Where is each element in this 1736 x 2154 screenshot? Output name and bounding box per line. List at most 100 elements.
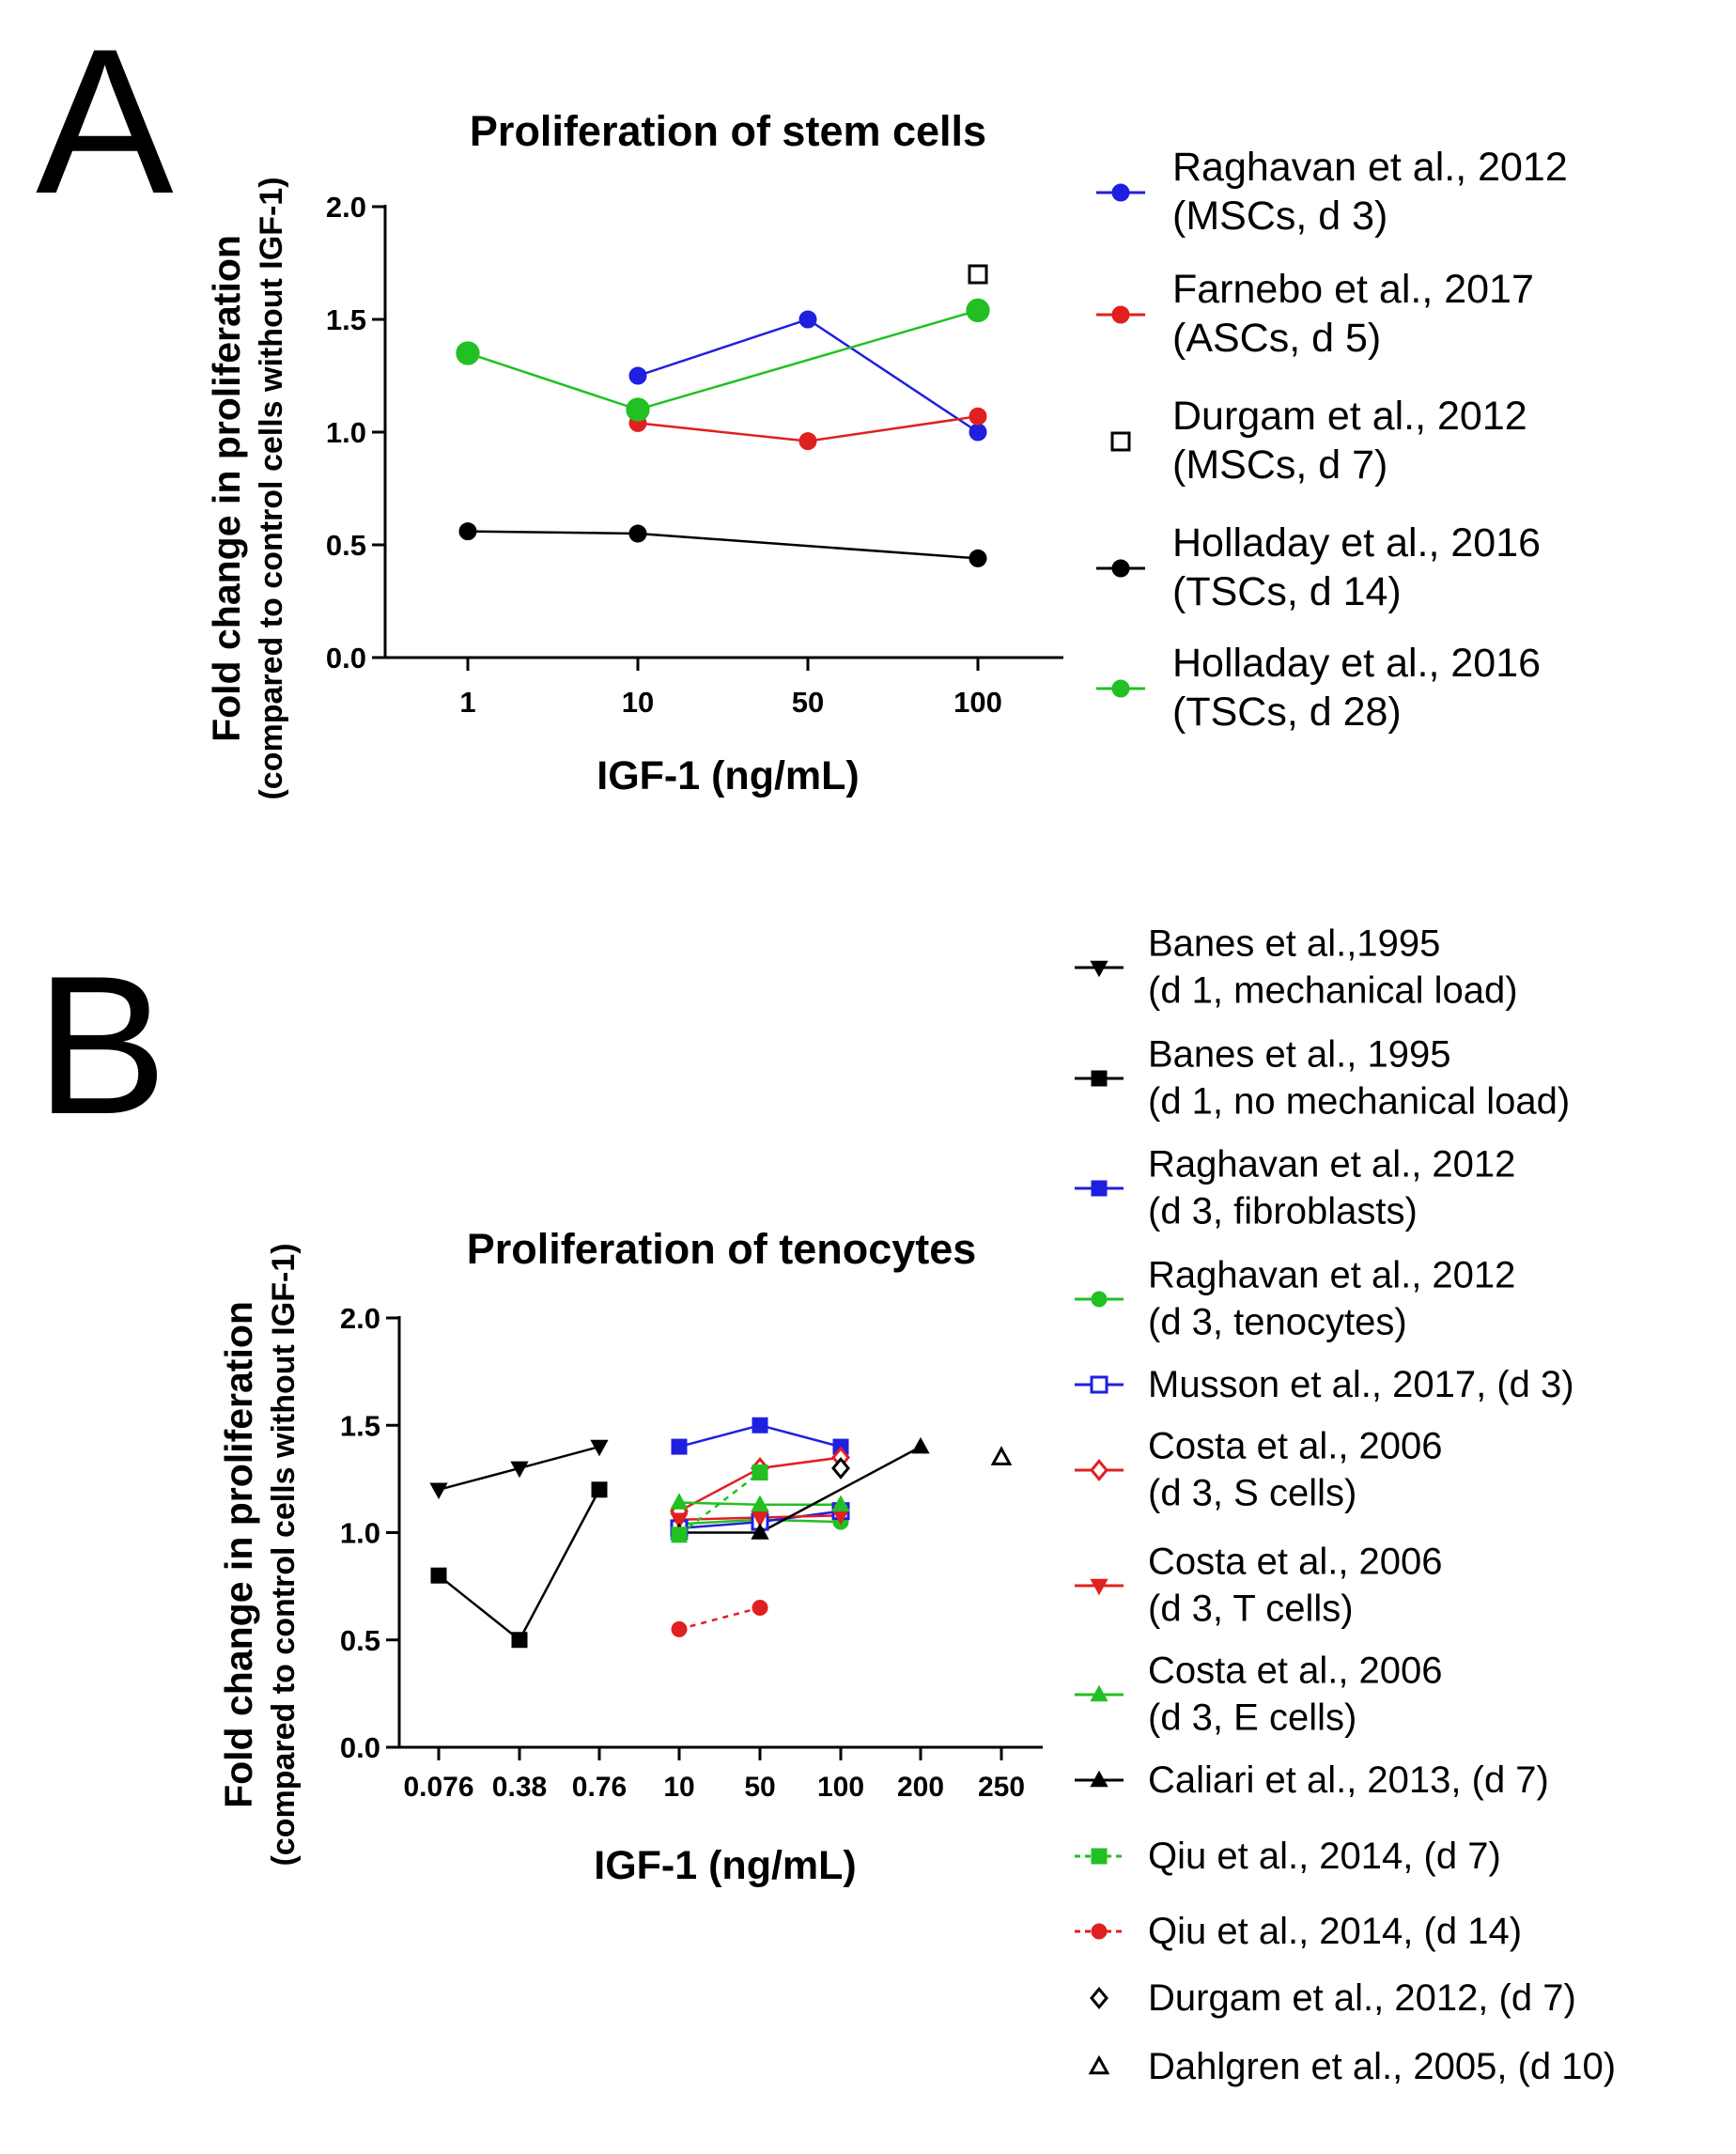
legend-detail: (TSCs, d 28) <box>1172 690 1402 735</box>
y-tick-label: 1.0 <box>340 1517 380 1550</box>
legend-label: Durgam et al., 2012, (d 7) <box>1148 1977 1576 2019</box>
series-line <box>678 1606 761 1631</box>
legend-detail: (TSCs, d 14) <box>1172 569 1402 614</box>
data-point <box>510 1461 529 1479</box>
data-point <box>969 407 987 426</box>
data-point <box>511 1632 528 1649</box>
legend-marker <box>1091 1291 1108 1308</box>
legend-label: Costa et al., 2006 <box>1148 1542 1443 1583</box>
legend-marker <box>1090 1578 1108 1596</box>
series-line <box>438 1489 601 1642</box>
data-point <box>456 341 480 365</box>
data-point <box>670 1493 689 1510</box>
legend-marker <box>1110 431 1131 452</box>
y-tick-label: 0.0 <box>326 642 366 674</box>
legend-label: Farnebo et al., 2017 <box>1172 267 1534 312</box>
data-point <box>751 1495 769 1512</box>
x-axis-label: IGF-1 (ng/mL) <box>597 753 859 798</box>
legend-detail: (d 3, S cells) <box>1148 1473 1356 1514</box>
chart-title: Proliferation of tenocytes <box>467 1225 977 1273</box>
legend-marker <box>1091 1180 1108 1197</box>
legend-marker <box>1090 1987 1108 2009</box>
x-tick-label: 10 <box>663 1772 694 1803</box>
panel-b-letter: B <box>36 935 167 1155</box>
legend-label: Costa et al., 2006 <box>1148 1650 1443 1692</box>
x-tick-label: 0.76 <box>572 1772 627 1803</box>
data-point <box>751 1523 769 1540</box>
data-point <box>670 1512 689 1530</box>
data-point <box>966 298 990 323</box>
data-point <box>798 432 817 451</box>
data-point <box>628 366 647 385</box>
legend: Banes et al.,1995 (d 1, mechanical load) B… <box>1075 923 1616 2087</box>
plot-area: 0.0 0.5 1.0 1.5 2.0 0.076 0.38 0.76 10 50 100 200 25… <box>340 1302 1043 1803</box>
legend-label: Qiu et al., 2014, (d 14) <box>1148 1911 1522 1952</box>
legend-label: Musson et al., 2017, (d 3) <box>1148 1364 1574 1405</box>
data-point <box>671 1620 688 1637</box>
data-point <box>969 423 987 442</box>
y-axis-title: Fold change in proliferation (compared t… <box>205 177 289 799</box>
data-point <box>831 1495 850 1512</box>
data-point <box>591 1481 608 1498</box>
panel-a-letter: A <box>36 6 174 237</box>
data-point <box>911 1436 930 1454</box>
data-point <box>752 1464 768 1481</box>
legend-detail: (d 3, fibroblasts) <box>1148 1191 1418 1232</box>
x-tick-label: 10 <box>622 686 654 719</box>
legend-label: Raghavan et al., 2012 <box>1148 1144 1515 1185</box>
legend-marker <box>1090 1459 1108 1481</box>
y-tick-label: 2.0 <box>340 1302 380 1335</box>
series-line <box>467 530 979 560</box>
y-axis-sublabel: (compared to control cells without IGF-1… <box>254 177 289 799</box>
y-tick-label: 1.0 <box>326 416 366 449</box>
legend-marker <box>1090 1375 1108 1394</box>
y-tick-label: 1.5 <box>340 1409 380 1442</box>
y-tick-label: 2.0 <box>326 191 366 224</box>
data-point <box>628 524 647 543</box>
x-tick-label: 50 <box>792 686 824 719</box>
legend-detail: (ASCs, d 5) <box>1172 316 1381 361</box>
y-axis-sublabel: (compared to control cells without IGF-1… <box>266 1243 302 1866</box>
data-point <box>671 1526 688 1543</box>
y-axis-label: Fold change in proliferation <box>217 1301 260 1808</box>
legend-marker <box>1111 559 1130 578</box>
x-tick-label: 100 <box>817 1772 864 1803</box>
y-tick-label: 0.5 <box>340 1624 380 1657</box>
data-point <box>429 1482 448 1500</box>
x-axis-label: IGF-1 (ng/mL) <box>594 1843 856 1888</box>
legend-marker <box>1091 1070 1108 1087</box>
legend-marker <box>1090 1684 1108 1702</box>
legend-label: Banes et al.,1995 <box>1148 923 1440 965</box>
data-point <box>969 549 987 567</box>
legend-label: Caliari et al., 2013, (d 7) <box>1148 1759 1549 1801</box>
y-axis-label: Fold change in proliferation <box>205 235 248 742</box>
legend-detail: (d 1, no mechanical load) <box>1148 1081 1570 1123</box>
legend-marker <box>1111 679 1130 698</box>
legend-marker <box>1091 1923 1108 1940</box>
legend-label: Durgam et al., 2012 <box>1172 394 1527 439</box>
x-tick-label: 0.38 <box>492 1772 547 1803</box>
legend-detail: (d 3, E cells) <box>1148 1697 1356 1739</box>
x-tick-label: 1 <box>459 686 475 719</box>
data-point <box>458 522 477 541</box>
legend-label: Banes et al., 1995 <box>1148 1034 1450 1076</box>
legend-marker <box>1090 1770 1108 1788</box>
y-tick-label: 1.5 <box>326 303 366 336</box>
legend-label: Holladay et al., 2016 <box>1172 641 1541 686</box>
panel-b: B Proliferation of tenocytes Fold change… <box>36 923 1616 2088</box>
x-tick-label: 100 <box>953 686 1002 719</box>
data-point <box>671 1438 688 1455</box>
data-point <box>590 1439 609 1457</box>
panel-a: A Proliferation of stem cells Fold chang… <box>36 6 1568 800</box>
data-point <box>430 1567 447 1584</box>
data-point <box>990 1446 1013 1465</box>
x-tick-label: 250 <box>978 1772 1025 1803</box>
legend-marker <box>1111 183 1130 202</box>
legend-detail: (d 3, tenocytes) <box>1148 1302 1407 1343</box>
x-tick-label: 50 <box>744 1772 775 1803</box>
legend-label: Costa et al., 2006 <box>1148 1426 1443 1467</box>
legend-detail: (MSCs, d 3) <box>1172 194 1387 239</box>
legend-label: Qiu et al., 2014, (d 7) <box>1148 1836 1501 1877</box>
data-point <box>968 264 988 285</box>
